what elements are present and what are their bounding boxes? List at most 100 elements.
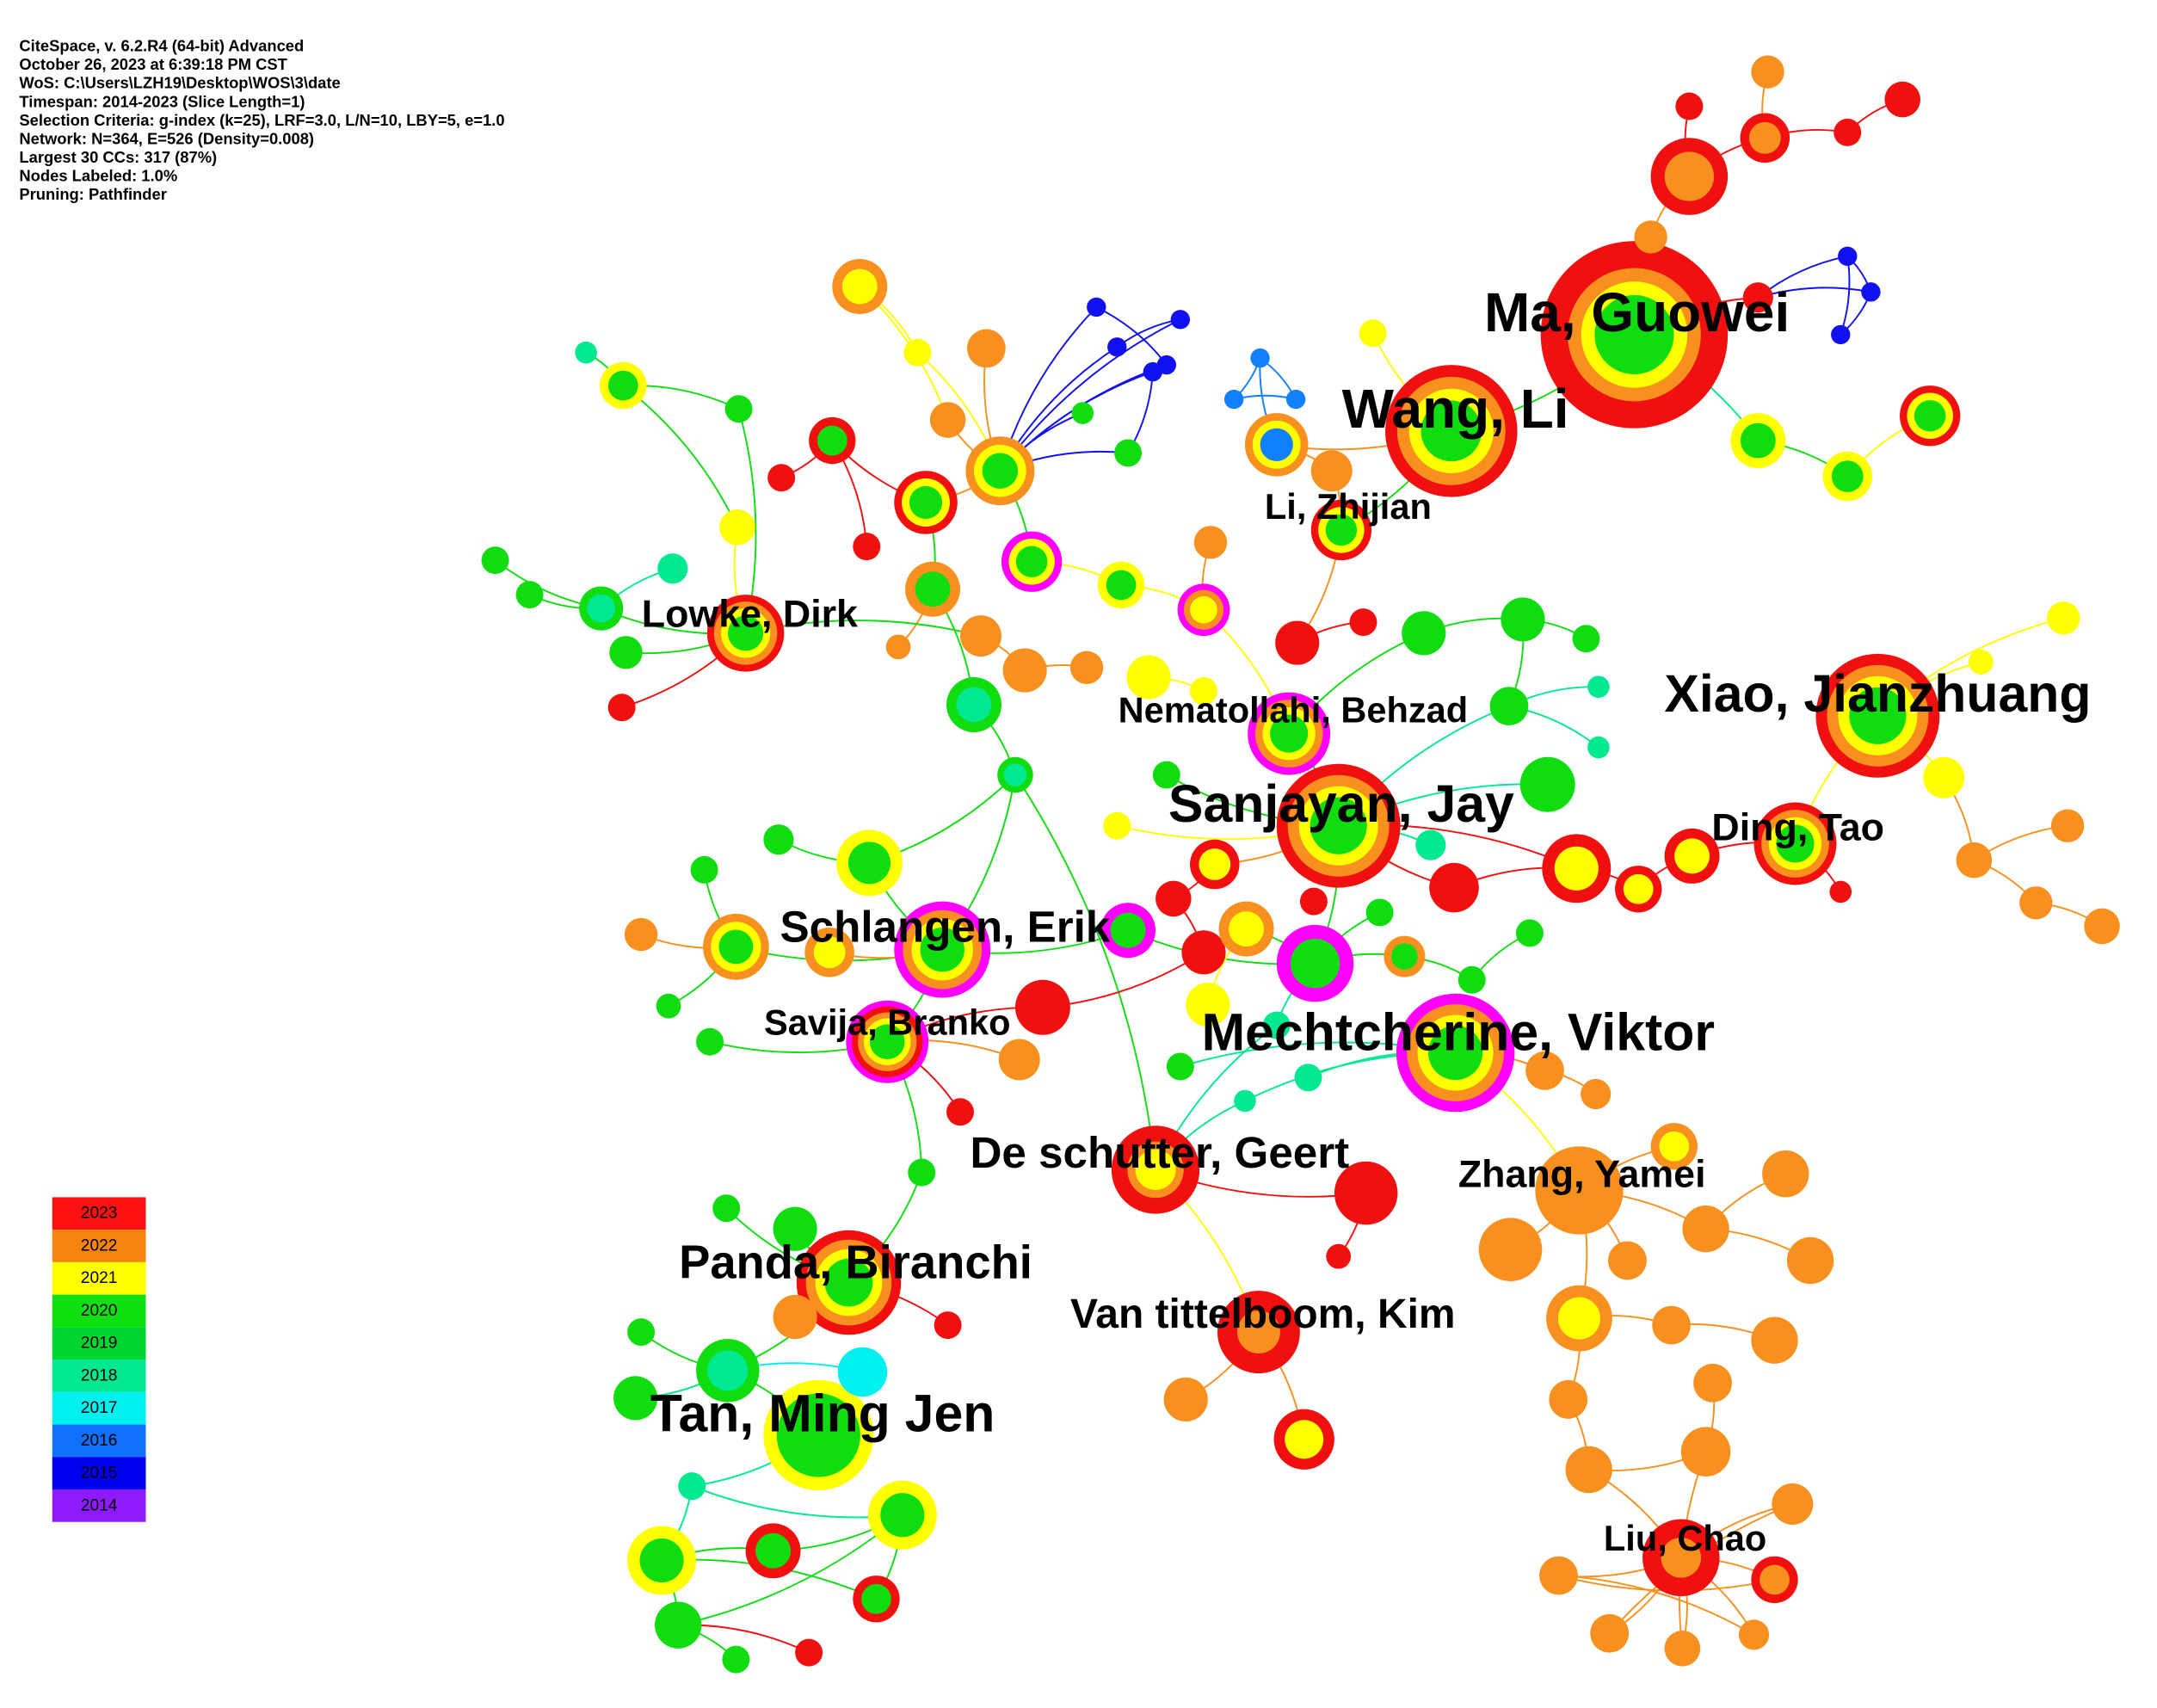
legend-year: 2017: [81, 1399, 118, 1417]
node-ring: [1334, 1161, 1398, 1225]
edge: [1558, 1575, 1755, 1636]
node-ring: [1652, 1305, 1691, 1345]
node-ring: [1421, 400, 1482, 462]
node-ring: [1748, 121, 1781, 154]
node-ring: [1587, 736, 1610, 759]
node-label: Ma, Guowei: [1484, 281, 1790, 343]
node-ring: [1557, 1297, 1601, 1340]
node-label: Panda, Biranchi: [679, 1236, 1032, 1289]
node-ring: [1581, 1078, 1612, 1110]
node-ring: [1742, 282, 1773, 313]
node-ring: [718, 929, 754, 965]
node-ring: [1170, 310, 1191, 330]
node-ring: [1738, 1619, 1770, 1650]
node-ring: [885, 634, 911, 660]
node-ring: [1572, 625, 1600, 653]
node-ring: [1135, 1149, 1176, 1190]
node-ring: [1831, 460, 1864, 493]
node-ring: [909, 485, 943, 520]
header-line: October 26, 2023 at 6:39:18 PM CST: [19, 55, 287, 73]
legend-year: 2015: [81, 1464, 118, 1483]
node-ring: [1262, 1011, 1291, 1039]
node-ring: [767, 464, 796, 492]
header-line: Largest 30 CCs: 317 (87%): [19, 148, 217, 166]
node-ring: [1849, 687, 1907, 744]
legend-year: 2023: [81, 1205, 118, 1223]
node-ring: [795, 1638, 823, 1667]
node-ring: [655, 1601, 702, 1649]
node-ring: [1349, 608, 1377, 637]
node-ring: [722, 1645, 750, 1674]
node-ring: [841, 268, 878, 305]
node-ring: [1682, 1205, 1729, 1253]
node-ring: [1166, 1052, 1194, 1081]
node-ring: [837, 1347, 888, 1397]
node-ring: [1608, 1241, 1647, 1280]
labels: Ma, Guowei Wang, Li Li, Zhijian Lowke, Dirk…: [642, 281, 2092, 1558]
node-label: Savija, Branko: [764, 1002, 1010, 1043]
node-label: Schlangen, Erik: [780, 903, 1111, 952]
node-ring: [1661, 1538, 1702, 1578]
node-label: Mechtcherine, Viktor: [1202, 1002, 1715, 1061]
node-ring: [481, 546, 509, 575]
node-ring: [1861, 282, 1881, 302]
node-ring: [869, 1024, 905, 1060]
node-ring: [1594, 294, 1674, 375]
edge: [1014, 774, 1156, 1170]
node-ring: [1114, 439, 1143, 467]
node-ring: [1501, 597, 1545, 642]
node-ring: [861, 1583, 891, 1614]
node-ring: [1489, 687, 1529, 726]
node-ring: [934, 1311, 962, 1340]
nodes: [481, 55, 2120, 1674]
node-ring: [1478, 1218, 1543, 1281]
node-ring: [773, 1294, 817, 1340]
node-ring: [1530, 767, 1566, 803]
node-ring: [727, 615, 764, 651]
node-ring: [790, 1406, 847, 1464]
node-ring: [1326, 1243, 1352, 1269]
node-ring: [712, 1194, 741, 1223]
node-ring: [1156, 355, 1177, 375]
node-ring: [1290, 938, 1340, 989]
node-ring: [1285, 389, 1306, 410]
node-ring: [2084, 908, 2120, 945]
node-ring: [915, 571, 951, 607]
node-ring: [1103, 811, 1131, 840]
legend-swatch: [52, 1391, 146, 1425]
node-ring: [1156, 880, 1192, 917]
node-ring: [1762, 1150, 1809, 1198]
node-ring: [1429, 862, 1479, 913]
node-ring: [1237, 1310, 1280, 1354]
node-label: De schutter, Geert: [970, 1128, 1349, 1177]
node-ring: [1365, 898, 1394, 927]
node-ring: [763, 824, 794, 855]
node-ring: [1751, 55, 1784, 89]
legend-swatch: [52, 1457, 146, 1490]
header-line: Network: N=364, E=526 (Density=0.008): [19, 129, 314, 147]
legend-swatch: [52, 1230, 146, 1262]
legend-swatch: [52, 1327, 146, 1360]
legend-swatch: [52, 1294, 146, 1328]
node-ring: [639, 1538, 684, 1583]
node-ring: [613, 1376, 658, 1421]
node-label: Xiao, Jianzhuang: [1664, 664, 2091, 723]
node-ring: [966, 329, 1006, 368]
node-label: Lowke, Dirk: [642, 593, 858, 636]
node-ring: [1359, 319, 1387, 348]
node-ring: [1107, 337, 1127, 357]
legend-year: 2018: [81, 1366, 118, 1384]
node-ring: [1751, 1316, 1798, 1364]
node-ring: [1525, 1051, 1564, 1090]
node-ring: [1565, 1446, 1612, 1494]
node-label: Liu, Chao: [1604, 1518, 1766, 1558]
node-ring: [1190, 595, 1217, 624]
node-ring: [853, 533, 881, 561]
node-ring: [1223, 389, 1244, 410]
node-ring: [2019, 886, 2053, 920]
node-label: Li, Zhijian: [1265, 486, 1432, 527]
node-ring: [587, 594, 616, 623]
header-line: CiteSpace, v. 6.2.R4 (64-bit) Advanced: [19, 37, 304, 55]
